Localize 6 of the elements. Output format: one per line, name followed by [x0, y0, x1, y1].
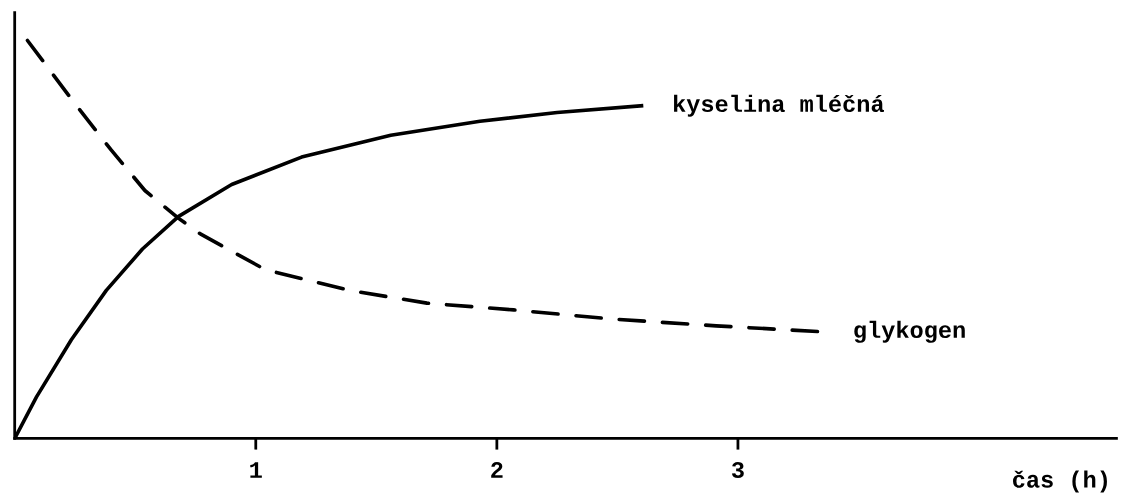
series-label: kyselina mléčná [674, 94, 885, 117]
x-tick-label: 2 [491, 462, 503, 478]
x-axis-title: čas (h) [1013, 470, 1107, 493]
x-tick-label: 1 [250, 462, 262, 478]
x-tick-label: 3 [731, 462, 744, 479]
series-label: glykogen [854, 320, 965, 343]
